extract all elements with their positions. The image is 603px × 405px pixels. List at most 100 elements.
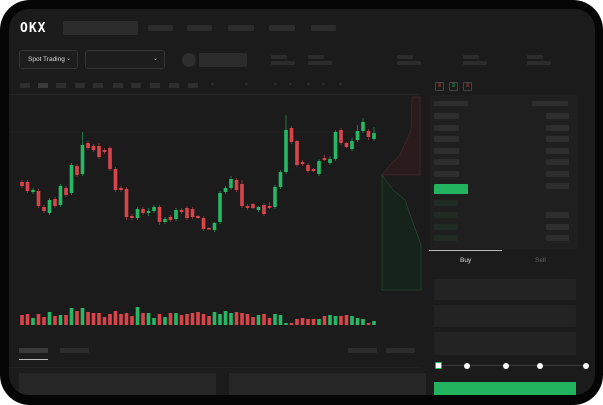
stat-value bbox=[271, 61, 295, 65]
timeframe-button[interactable] bbox=[169, 83, 179, 88]
volume-bar bbox=[344, 315, 349, 325]
slider-stop-75[interactable] bbox=[537, 363, 543, 369]
volume-bar bbox=[135, 307, 140, 325]
amount-input[interactable] bbox=[434, 305, 576, 327]
tab-buy[interactable]: Buy bbox=[460, 257, 472, 264]
slider-handle[interactable] bbox=[435, 362, 442, 369]
volume-bar bbox=[108, 314, 112, 325]
candle-body bbox=[196, 216, 200, 218]
search-bar[interactable] bbox=[63, 21, 138, 35]
volume-bar bbox=[42, 317, 46, 325]
nav-item[interactable] bbox=[148, 25, 173, 31]
candle-body bbox=[311, 169, 316, 171]
candle-body bbox=[355, 131, 360, 140]
volume-bar bbox=[328, 315, 332, 325]
fullscreen-icon[interactable]: ▫ bbox=[339, 81, 342, 88]
volume-bar bbox=[36, 314, 41, 325]
candle-body bbox=[130, 216, 134, 218]
filter-button[interactable] bbox=[348, 348, 377, 353]
candle-body bbox=[212, 223, 217, 230]
timeframe-button[interactable] bbox=[38, 83, 48, 88]
candle-body bbox=[102, 150, 107, 152]
volume-bar bbox=[366, 323, 371, 325]
timeframe-button[interactable] bbox=[150, 83, 160, 88]
slider-stop-25[interactable] bbox=[464, 363, 470, 369]
indicator-icon[interactable]: ▫ bbox=[211, 81, 214, 88]
tab-history[interactable] bbox=[60, 348, 89, 353]
column-header bbox=[532, 101, 568, 106]
candle-body bbox=[174, 210, 178, 219]
candle-body bbox=[328, 159, 332, 163]
market-type-label: Spot Trading bbox=[28, 56, 65, 63]
candle-body bbox=[80, 145, 85, 174]
candle-body bbox=[152, 207, 156, 211]
orderbook-bids-icon[interactable]: ≡ bbox=[449, 82, 458, 91]
stat-value bbox=[308, 61, 332, 65]
candle-body bbox=[168, 217, 173, 220]
orderbook-asks-icon[interactable]: ≡ bbox=[463, 82, 472, 91]
volume-bar bbox=[152, 318, 156, 325]
bid-price bbox=[434, 235, 458, 241]
nav-item[interactable] bbox=[269, 25, 295, 31]
candle-body bbox=[366, 131, 371, 137]
candle-body bbox=[64, 188, 68, 195]
nav-item[interactable] bbox=[228, 25, 254, 31]
ask-price bbox=[434, 159, 459, 165]
timeframe-button[interactable] bbox=[56, 83, 66, 88]
timeframe-button[interactable] bbox=[131, 83, 141, 88]
tab-open-orders[interactable] bbox=[19, 348, 48, 353]
slider-stop-100[interactable] bbox=[583, 363, 589, 369]
line-icon[interactable]: ▫ bbox=[274, 81, 277, 88]
okx-logo[interactable]: OKX bbox=[20, 21, 47, 36]
candle-body bbox=[267, 206, 272, 208]
draw-icon[interactable]: ▫ bbox=[245, 81, 248, 88]
ruler-icon[interactable]: ▫ bbox=[289, 81, 292, 88]
volume-bar bbox=[355, 318, 360, 325]
candle-body bbox=[339, 130, 343, 143]
ask-amount bbox=[546, 148, 569, 154]
volume-bar bbox=[141, 313, 145, 325]
volume-bar bbox=[25, 314, 30, 325]
market-type-dropdown[interactable]: Spot Trading ⌄ bbox=[19, 50, 78, 69]
candle-body bbox=[163, 219, 167, 222]
candle-body bbox=[278, 172, 283, 187]
ask-amount bbox=[546, 183, 569, 189]
volume-bar bbox=[339, 316, 343, 325]
depth-asks-area bbox=[381, 96, 421, 176]
chevron-down-icon: ⌄ bbox=[65, 56, 71, 62]
timeframe-button[interactable] bbox=[188, 83, 198, 88]
candle-body bbox=[119, 188, 123, 190]
settings-icon[interactable]: ▫ bbox=[322, 81, 325, 88]
divider bbox=[9, 367, 419, 368]
timeframe-button[interactable] bbox=[93, 83, 103, 88]
volume-bar bbox=[295, 319, 299, 325]
timeframe-button[interactable] bbox=[75, 83, 85, 88]
candle-body bbox=[229, 179, 233, 188]
stat-label bbox=[271, 55, 287, 59]
total-input[interactable] bbox=[434, 332, 576, 355]
slider-stop-50[interactable] bbox=[503, 363, 509, 369]
volume-bar bbox=[251, 317, 255, 325]
bid-amount bbox=[546, 212, 569, 218]
nav-item[interactable] bbox=[187, 25, 212, 31]
info-card bbox=[19, 373, 216, 395]
volume-bar bbox=[53, 316, 57, 325]
buy-button[interactable] bbox=[434, 382, 576, 395]
stat-label bbox=[397, 55, 413, 59]
stat-value bbox=[527, 61, 551, 65]
volume-bar bbox=[234, 312, 239, 325]
volume-bar bbox=[289, 323, 294, 325]
camera-icon[interactable]: ▫ bbox=[307, 81, 310, 88]
timeframe-button[interactable] bbox=[113, 83, 123, 88]
candlestick-chart[interactable] bbox=[9, 9, 595, 395]
tab-sell[interactable]: Sell bbox=[535, 257, 546, 264]
price-input[interactable] bbox=[434, 279, 576, 300]
filter-button[interactable] bbox=[386, 348, 415, 353]
timeframe-button[interactable] bbox=[20, 83, 30, 88]
slider-track[interactable] bbox=[438, 365, 588, 366]
orderbook-both-icon[interactable]: ≡ bbox=[435, 82, 444, 91]
nav-item[interactable] bbox=[311, 25, 336, 31]
pair-dropdown[interactable]: ⌄ bbox=[85, 50, 165, 69]
ask-price bbox=[434, 171, 459, 177]
volume-bar bbox=[218, 314, 222, 325]
